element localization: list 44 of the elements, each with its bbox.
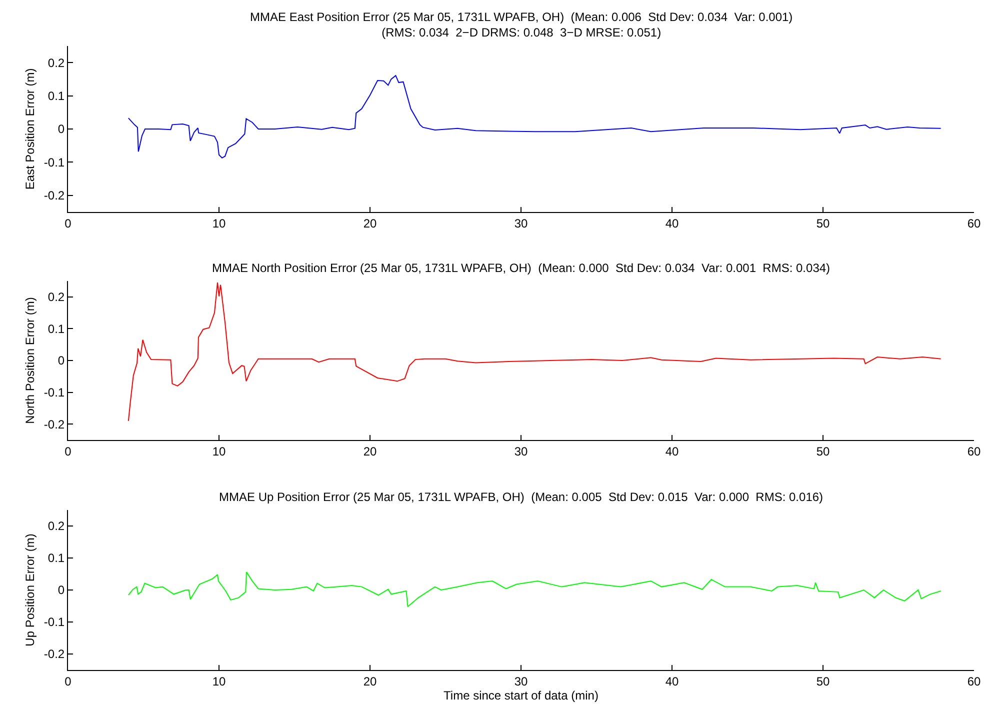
chart-title: MMAE East Position Error (25 Mar 05, 1731L WPAFB, OH) (Mean: 0.006 Std Dev: 0.034 Var: 0.001) (250, 10, 793, 24)
y-tick-label: -0.2 (44, 417, 65, 432)
x-tick-label: 50 (816, 216, 830, 230)
x-axis-title: Time since start of data (min) (444, 688, 598, 702)
chart-title: MMAE Up Position Error (25 Mar 05, 1731L WPAFB, OH) (Mean: 0.005 Std Dev: 0.015 Var: 0.000 RMS: 0.016) (219, 490, 824, 504)
x-tick-label: 20 (363, 444, 377, 458)
x-tick-label: 40 (665, 216, 679, 230)
line-series (128, 282, 942, 422)
chart-title: MMAE North Position Error (25 Mar 05, 1731L WPAFB, OH) (Mean: 0.000 Std Dev: 0.034 Var: 0.001 RMS: 0.034) (212, 261, 830, 275)
x-tick-label: 30 (514, 216, 528, 230)
y-tick-label: 0.1 (48, 322, 65, 336)
line-series (128, 572, 942, 608)
y-tick-label: 0 (58, 354, 65, 368)
x-tick-label: 60 (967, 674, 981, 688)
y-tick-label: -0.1 (44, 386, 65, 400)
y-tick-label: 0.1 (48, 89, 65, 103)
y-tick-label: 0 (58, 122, 65, 136)
x-tick-label: 60 (967, 216, 981, 230)
y-axis-title: East Position Error (m) (23, 68, 38, 190)
x-tick-label: 30 (514, 674, 528, 688)
y-tick-label: -0.1 (44, 615, 65, 630)
x-tick-label: 40 (665, 444, 679, 458)
y-axis-title: North Position Error (m) (23, 297, 38, 424)
x-tick-label: 60 (967, 444, 981, 458)
line-series (128, 75, 942, 158)
y-tick-label: -0.2 (44, 188, 65, 203)
x-tick-label: 20 (363, 674, 377, 688)
x-tick-label: 50 (816, 444, 830, 458)
x-tick-label: 50 (816, 674, 830, 688)
x-tick-label: 20 (363, 216, 377, 230)
x-tick-label: 10 (212, 444, 226, 458)
y-axis-title: Up Position Error (m) (23, 534, 38, 646)
y-tick-label: -0.2 (44, 647, 65, 662)
y-tick-label: 0.2 (48, 56, 65, 70)
y-tick-label: -0.1 (44, 155, 65, 170)
x-tick-label: 30 (514, 444, 528, 458)
x-tick-label: 10 (212, 674, 226, 688)
x-tick-label: 40 (665, 674, 679, 688)
y-tick-label: 0 (58, 583, 65, 598)
x-tick-label: 10 (212, 216, 226, 230)
y-tick-label: 0.2 (48, 519, 65, 534)
y-tick-label: 0.2 (48, 290, 65, 304)
y-tick-label: 0.1 (48, 551, 65, 566)
chart-subtitle: (RMS: 0.034 2−D DRMS: 0.048 3−D MRSE: 0.051) (382, 26, 662, 40)
